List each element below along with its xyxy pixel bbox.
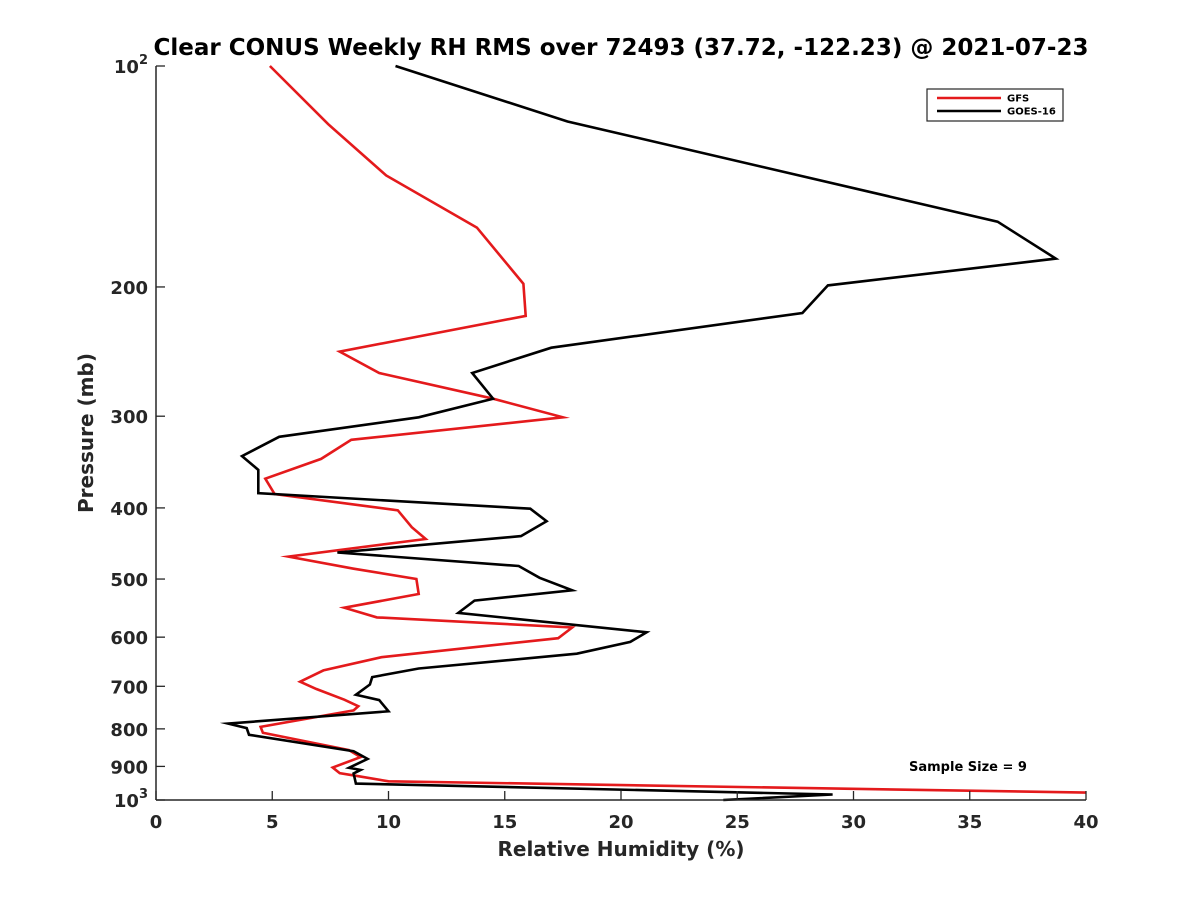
series-line-gfs <box>258 65 1087 794</box>
y-tick-base: 200 <box>110 278 148 299</box>
y-tick-exponent: 3 <box>139 787 148 802</box>
x-tick-label: 5 <box>266 812 279 833</box>
series-line-goes-16 <box>219 64 1060 802</box>
y-tick-label: 300 <box>110 407 148 428</box>
y-tick-label: 400 <box>110 499 148 520</box>
y-tick-label: 800 <box>110 720 148 741</box>
x-tick-label: 25 <box>725 812 750 833</box>
y-tick-base: 700 <box>110 677 148 698</box>
plot-area <box>156 66 1086 800</box>
x-tick-label: 30 <box>841 812 866 833</box>
y-tick-base: 400 <box>110 499 148 520</box>
x-axis-label: Relative Humidity (%) <box>497 837 744 861</box>
x-ticks: 0 5 10 15 20 25 30 35 40 <box>150 791 1099 833</box>
legend-items: GFS GOES-16 <box>937 94 1056 118</box>
plot-background <box>156 66 1086 800</box>
legend-label: GOES-16 <box>1007 107 1056 118</box>
x-tick-label: 10 <box>376 812 401 833</box>
legend-label: GFS <box>1007 94 1029 105</box>
y-tick-label: 600 <box>110 628 148 649</box>
y-tick-base: 600 <box>110 628 148 649</box>
y-tick-exponent: 2 <box>139 53 148 68</box>
legend: GFS GOES-16 <box>926 88 1064 122</box>
x-tick-label: 20 <box>608 812 633 833</box>
y-tick-base: 900 <box>110 757 148 778</box>
y-tick-base: 10 <box>114 57 139 78</box>
y-tick-base: 500 <box>110 570 148 591</box>
series-layer <box>219 64 1087 802</box>
x-tick-label: 35 <box>957 812 982 833</box>
chart-title: Clear CONUS Weekly RH RMS over 72493 (37… <box>154 35 1089 61</box>
y-tick-base: 300 <box>110 407 148 428</box>
y-tick-label: 200 <box>110 278 148 299</box>
x-tick-label: 40 <box>1073 812 1098 833</box>
y-tick-base: 10 <box>114 791 139 812</box>
y-tick-base: 800 <box>110 720 148 741</box>
y-tick-label: 103 <box>114 787 148 812</box>
sample-size-annotation: Sample Size = 9 <box>909 760 1027 775</box>
y-axis-label: Pressure (mb) <box>74 353 98 513</box>
x-tick-label: 15 <box>492 812 517 833</box>
y-tick-label: 500 <box>110 570 148 591</box>
legend-box <box>926 88 1064 122</box>
y-tick-label: 102 <box>114 53 148 78</box>
x-tick-label: 0 <box>150 812 163 833</box>
y-tick-label: 700 <box>110 677 148 698</box>
y-tick-label: 900 <box>110 757 148 778</box>
